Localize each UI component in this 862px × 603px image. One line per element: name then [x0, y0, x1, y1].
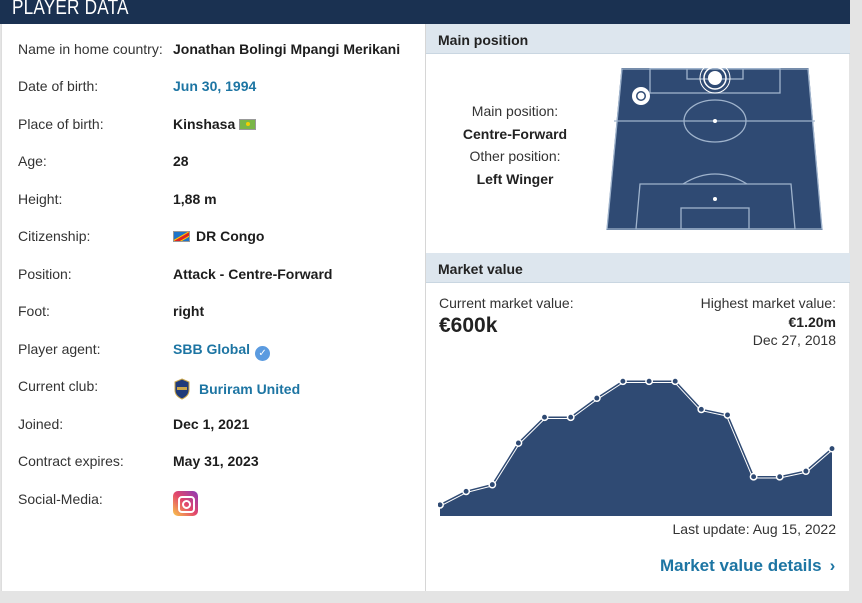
main-position-value: Centre-Forward [462, 125, 568, 142]
market-value-point[interactable] [749, 472, 758, 481]
market-value-point[interactable] [438, 500, 444, 509]
current-market-value-label: Current market value: [439, 295, 574, 311]
main-position-header: Main position [426, 24, 850, 54]
value-contract-expires: May 31, 2023 [173, 453, 259, 469]
congo-flag-icon [239, 119, 257, 130]
player-info-panel [2, 24, 425, 591]
highest-market-value: €1.20m [788, 314, 836, 330]
market-value-line-outline [439, 380, 833, 506]
value-height: 1,88 m [173, 191, 217, 207]
value-social-media [173, 491, 198, 516]
position-pitch-diagram [606, 68, 823, 230]
centre-spot [713, 119, 717, 123]
market-value-area [440, 381, 832, 516]
value-home-name: Jonathan Bolingi Mpangi Merikani [173, 41, 401, 57]
label-home-name: Name in home country: [18, 41, 163, 57]
position-text-block: Main position: Centre-Forward Other posi… [426, 100, 604, 190]
value-current-club: Buriram United [173, 378, 300, 400]
market-value-point[interactable] [801, 467, 810, 476]
market-value-point[interactable] [723, 410, 732, 419]
current-club-link[interactable]: Buriram United [199, 381, 301, 397]
player-data-header: PLAYER DATA [0, 0, 850, 24]
right-gutter [850, 0, 862, 603]
panel-divider [425, 24, 426, 591]
value-position: Attack - Centre-Forward [173, 266, 333, 282]
current-market-value: €600k [439, 314, 498, 337]
market-value-point[interactable] [592, 394, 601, 403]
market-value-point[interactable] [462, 487, 471, 496]
value-age: 28 [173, 153, 189, 169]
market-value-point[interactable] [540, 413, 549, 422]
date-of-birth-link[interactable]: Jun 30, 1994 [173, 78, 257, 94]
club-crest-icon[interactable] [173, 378, 191, 400]
value-place-of-birth: Kinshasa [173, 116, 257, 132]
market-value-point[interactable] [566, 413, 575, 422]
citizenship-text: DR Congo [196, 228, 265, 244]
player-agent-link[interactable]: SBB Global [173, 341, 251, 357]
other-position-value: Left Winger [476, 170, 554, 187]
market-value-point[interactable] [671, 377, 680, 386]
chevron-right-icon: › [829, 556, 836, 575]
main-position-marker [699, 68, 731, 94]
penalty-spot [713, 197, 717, 201]
highest-market-value-date: Dec 27, 2018 [752, 332, 836, 348]
label-height: Height: [18, 191, 63, 207]
market-value-point[interactable] [697, 405, 706, 414]
label-position: Position: [18, 266, 72, 282]
value-foot: right [173, 303, 205, 319]
market-value-point[interactable] [488, 480, 497, 489]
market-value-details-text: Market value details [660, 556, 822, 575]
label-contract-expires: Contract expires: [18, 453, 124, 469]
verified-check-icon: ✓ [255, 346, 271, 361]
market-value-header: Market value [426, 253, 850, 283]
last-update-text: Last update: Aug 15, 2022 [672, 521, 836, 537]
value-citizenship: DR Congo [173, 228, 264, 244]
other-position-label: Other position: [469, 148, 561, 164]
highest-market-value-label: Highest market value: [700, 295, 836, 311]
label-joined: Joined: [18, 416, 64, 432]
market-value-point[interactable] [618, 377, 627, 386]
other-position-marker [632, 87, 650, 105]
market-value-point[interactable] [514, 439, 523, 447]
label-place-of-birth: Place of birth: [18, 116, 104, 132]
market-value-details-link[interactable]: Market value details › [660, 556, 835, 576]
bottom-bar [0, 591, 862, 603]
instagram-icon[interactable] [173, 491, 198, 516]
label-social-media: Social-Media: [18, 491, 103, 507]
label-player-agent: Player agent: [18, 341, 101, 357]
label-current-club: Current club: [18, 378, 99, 394]
header-title: PLAYER DATA [12, 0, 129, 19]
label-date-of-birth: Date of birth: [18, 78, 99, 94]
value-player-agent: SBB Global ✓ [173, 341, 271, 361]
label-citizenship: Citizenship: [18, 228, 91, 244]
main-position-label: Main position: [471, 103, 559, 119]
market-value-point[interactable] [645, 377, 654, 386]
dr-congo-flag-icon [173, 231, 190, 242]
market-value-point[interactable] [775, 472, 784, 481]
place-of-birth-text: Kinshasa [173, 116, 236, 132]
market-value-point[interactable] [828, 444, 836, 453]
market-value-chart[interactable] [438, 362, 836, 518]
value-joined: Dec 1, 2021 [173, 416, 250, 432]
label-age: Age: [18, 153, 47, 169]
label-foot: Foot: [18, 303, 50, 319]
